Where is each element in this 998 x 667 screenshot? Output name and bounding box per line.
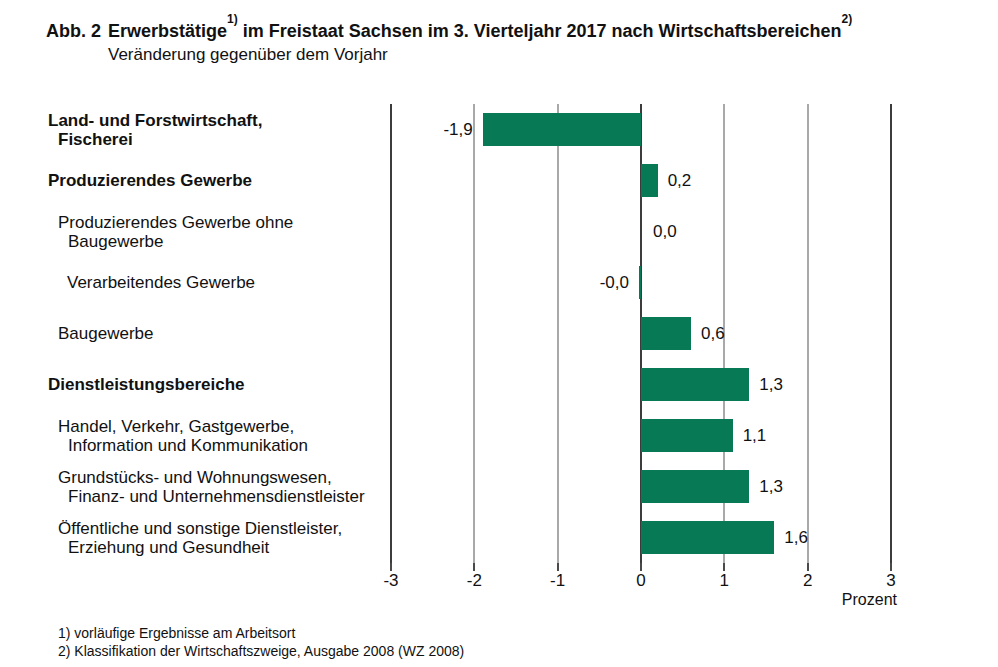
x-tick-label: 0	[611, 571, 671, 591]
x-tick-label: 3	[861, 571, 921, 591]
category-label-line: Verarbeitendes Gewerbe	[46, 273, 386, 292]
value-label: 1,3	[759, 461, 783, 512]
bar	[483, 113, 641, 146]
gridline	[390, 104, 392, 563]
category-label: Handel, Verkehr, Gastgewerbe,Information…	[46, 410, 386, 461]
category-label: Dienstleistungsbereiche	[46, 359, 386, 410]
bar	[641, 470, 749, 503]
axis-tick	[390, 563, 392, 571]
value-label: 1,6	[784, 512, 808, 563]
x-tick-label: 2	[778, 571, 838, 591]
axis-tick	[640, 563, 642, 571]
category-label-line: Information und Kommunikation	[46, 436, 386, 455]
category-label-line: Land- und Forstwirtschaft,	[46, 111, 386, 130]
figure: Abb. 2Erwerbstätige1) im Freistaat Sachs…	[0, 0, 998, 667]
plot-area: -3-2-10123-1,90,20,0-0,00,61,31,11,31,6	[391, 104, 891, 563]
category-label-line: Produzierendes Gewerbe	[46, 171, 386, 190]
bar	[641, 317, 691, 350]
category-label-line: Baugewerbe	[46, 232, 386, 251]
category-label-line: Dienstleistungsbereiche	[46, 375, 386, 394]
category-label-line: Baugewerbe	[46, 324, 386, 343]
category-label-line: Fischerei	[46, 130, 386, 149]
gridline	[557, 104, 559, 563]
footnote-1: 1) vorläufige Ergebnisse am Arbeitsort	[58, 624, 464, 642]
axis-tick	[807, 563, 809, 571]
value-label: 1,3	[759, 359, 783, 410]
category-label-line: Erziehung und Gesundheit	[46, 538, 386, 557]
category-label: Baugewerbe	[46, 308, 386, 359]
footnote-ref-1: 1)	[227, 12, 238, 26]
axis-tick	[557, 563, 559, 571]
value-label: -1,9	[443, 104, 472, 155]
category-label-line: Handel, Verkehr, Gastgewerbe,	[46, 417, 386, 436]
category-label-line: Produzierendes Gewerbe ohne	[46, 213, 386, 232]
axis-tick	[723, 563, 725, 571]
gridline	[807, 104, 809, 563]
bar	[639, 266, 641, 299]
x-tick-label: -3	[361, 571, 421, 591]
value-label: 1,1	[743, 410, 767, 461]
x-tick-label: 1	[694, 571, 754, 591]
gridline	[890, 104, 892, 563]
footnote-2: 2) Klassifikation der Wirtschaftszweige,…	[58, 642, 464, 660]
category-label: Produzierendes Gewerbe ohneBaugewerbe	[46, 206, 386, 257]
category-label-line: Grundstücks- und Wohnungswesen,	[46, 468, 386, 487]
value-label: 0,0	[653, 206, 677, 257]
figure-subtitle: Veränderung gegenüber dem Vorjahr	[108, 45, 388, 65]
category-label: Grundstücks- und Wohnungswesen,Finanz- u…	[46, 461, 386, 512]
bar	[641, 521, 774, 554]
bar	[641, 164, 658, 197]
bar	[641, 419, 733, 452]
title-text-part2: im Freistaat Sachsen im 3. Vierteljahr 2…	[238, 21, 842, 41]
x-tick-label: -2	[444, 571, 504, 591]
value-label: 0,2	[668, 155, 692, 206]
bar	[641, 368, 749, 401]
category-label: Öffentliche und sonstige Dienstleister,E…	[46, 512, 386, 563]
gridline	[473, 104, 475, 563]
footnote-ref-2: 2)	[841, 12, 852, 26]
axis-tick	[890, 563, 892, 571]
figure-title: Abb. 2Erwerbstätige1) im Freistaat Sachs…	[46, 19, 852, 42]
axis-tick	[473, 563, 475, 571]
x-tick-label: -1	[528, 571, 588, 591]
title-text-part1: Erwerbstätige	[108, 21, 227, 41]
value-label: 0,6	[701, 308, 725, 359]
footnotes: 1) vorläufige Ergebnisse am Arbeitsort 2…	[58, 624, 464, 660]
category-label: Land- und Forstwirtschaft,Fischerei	[46, 104, 386, 155]
category-label-line: Finanz- und Unternehmensdienstleister	[46, 487, 386, 506]
category-labels: Land- und Forstwirtschaft,Fischerei Produ…	[46, 104, 386, 563]
figure-number: Abb. 2	[46, 21, 108, 42]
category-label-line: Öffentliche und sonstige Dienstleister,	[46, 519, 386, 538]
x-axis-unit-label: Prozent	[842, 591, 897, 609]
category-label: Produzierendes Gewerbe	[46, 155, 386, 206]
value-label: -0,0	[600, 257, 629, 308]
category-label: Verarbeitendes Gewerbe	[46, 257, 386, 308]
